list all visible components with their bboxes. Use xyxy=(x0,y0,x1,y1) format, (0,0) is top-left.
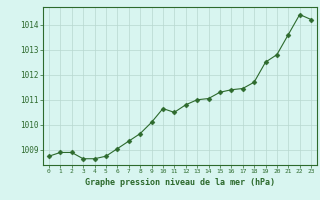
X-axis label: Graphe pression niveau de la mer (hPa): Graphe pression niveau de la mer (hPa) xyxy=(85,178,275,187)
